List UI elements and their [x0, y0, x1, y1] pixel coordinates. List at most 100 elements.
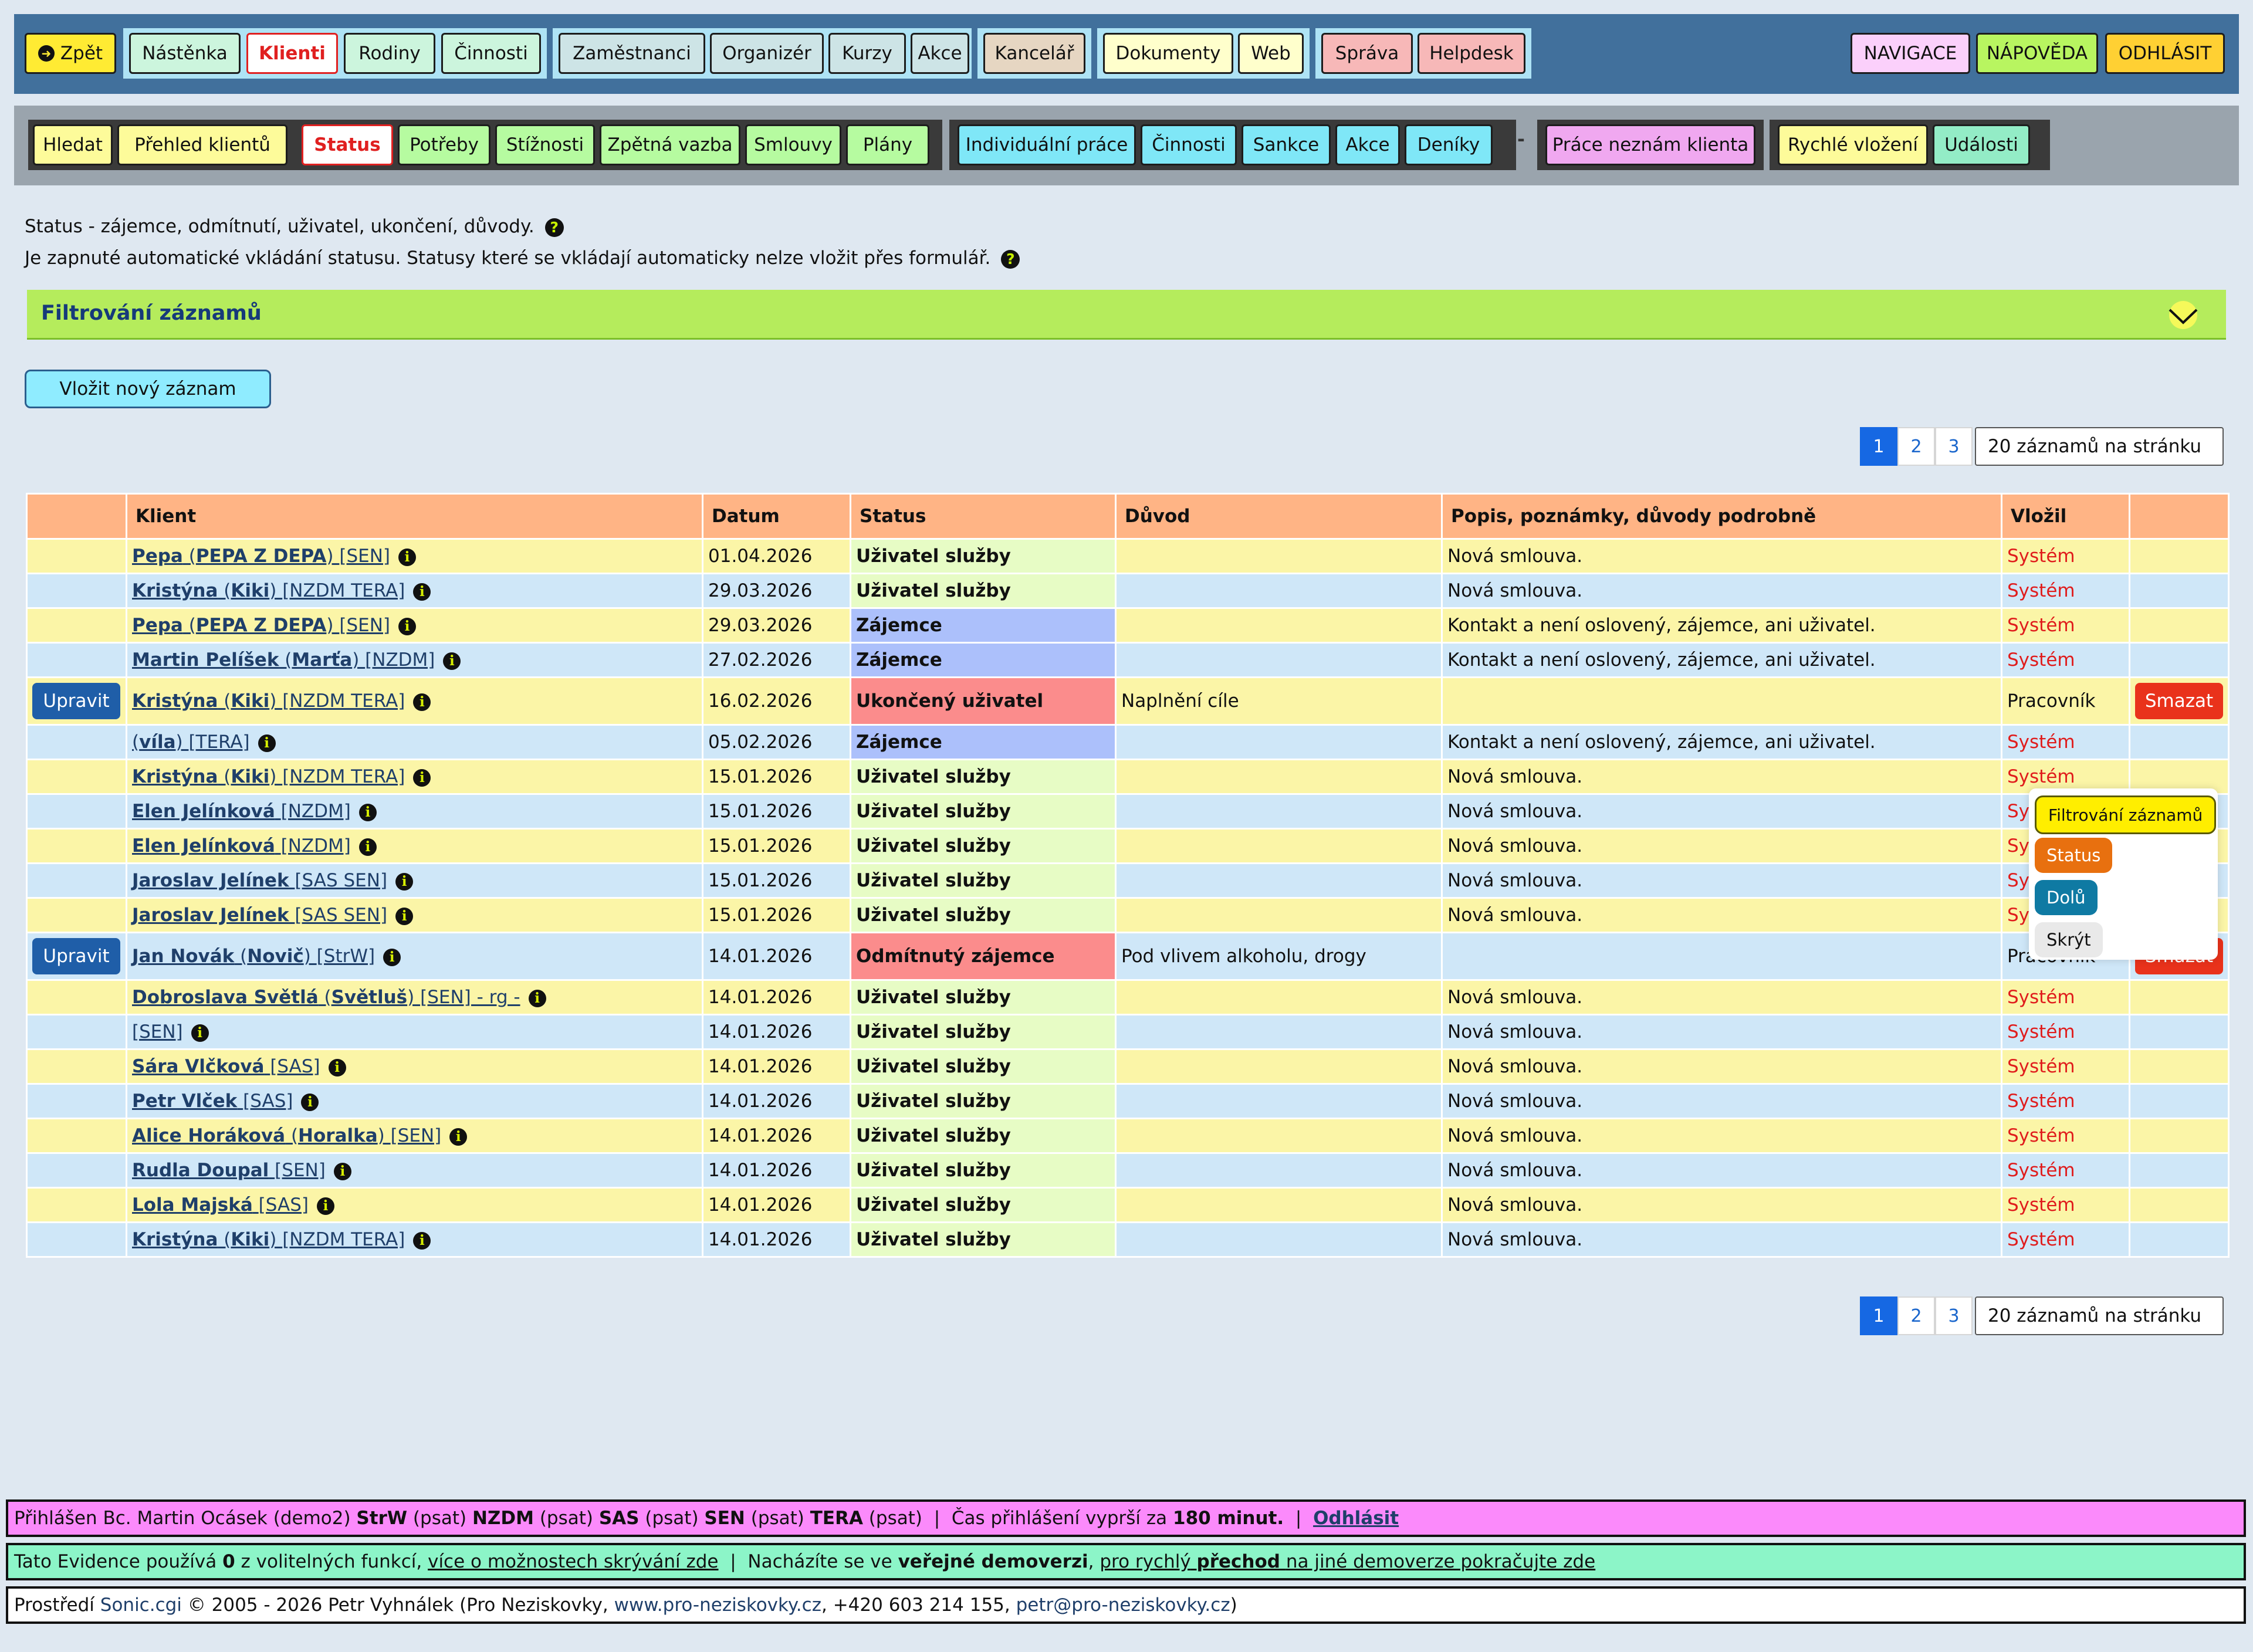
filter-panel-header[interactable]: Filtrování záznamů [27, 290, 2226, 340]
client-link[interactable]: Pepa (PEPA Z DEPA) [SEN] [132, 615, 391, 636]
nav-item-sprava[interactable]: Správa [1321, 33, 1413, 74]
info-icon[interactable]: i [301, 1093, 319, 1111]
nav-item-kurzy[interactable]: Kurzy [828, 33, 906, 74]
subnav-prace-neznam-klienta[interactable]: Práce neznám klienta [1545, 124, 1755, 165]
nav-item-klienti[interactable]: Klienti [246, 33, 338, 74]
client-link[interactable]: Dobroslava Světlá (Světluš) [SEN] - rg - [132, 987, 520, 1008]
info-icon[interactable]: i [413, 1231, 431, 1250]
nav-item-cinnosti[interactable]: Činnosti [441, 33, 541, 74]
per-page-select[interactable]: 20 záznamů na stránku [1975, 427, 2224, 466]
demo-switch-link[interactable]: pro rychlý přechod na jiné demoverze pok… [1100, 1551, 1596, 1572]
subnav-rychle-vlozeni[interactable]: Rychlé vložení [1778, 124, 1928, 165]
client-link[interactable]: (víla) [TERA] [132, 732, 250, 753]
nav-item-dokumenty[interactable]: Dokumenty [1103, 33, 1233, 74]
subnav-udalosti[interactable]: Události [1933, 124, 2030, 165]
col-klient[interactable]: Klient [126, 493, 703, 540]
client-link[interactable]: Lola Majská [SAS] [132, 1194, 309, 1216]
info-icon[interactable]: i [358, 838, 377, 856]
back-button[interactable]: ➜ Zpět [25, 33, 116, 74]
insert-new-record-button[interactable]: Vložit nový záznam [25, 370, 271, 408]
client-link[interactable]: Petr Vlček [SAS] [132, 1091, 293, 1112]
info-icon[interactable]: i [316, 1197, 334, 1215]
client-link[interactable]: Kristýna (Kiki) [NZDM TERA] [132, 580, 405, 601]
nav-item-akce[interactable]: Akce [911, 33, 969, 74]
info-icon[interactable]: i [328, 1058, 346, 1076]
nav-item-rodiny[interactable]: Rodiny [344, 33, 435, 74]
navigace-button[interactable]: NAVIGACE [1851, 33, 1970, 74]
client-link[interactable]: Jan Novák (Novič) [StrW] [132, 946, 376, 967]
nav-item-organizer[interactable]: Organizér [710, 33, 824, 74]
nav-item-helpdesk[interactable]: Helpdesk [1418, 33, 1525, 74]
client-link[interactable]: Pepa (PEPA Z DEPA) [SEN] [132, 546, 391, 567]
client-link[interactable]: Kristýna (Kiki) [NZDM TERA] [132, 690, 405, 712]
page-1-button[interactable]: 1 [1860, 427, 1897, 466]
per-page-select[interactable]: 20 záznamů na stránku [1975, 1296, 2224, 1335]
nav-item-zamestnanci[interactable]: Zaměstnanci [559, 33, 705, 74]
email-link[interactable]: petr@pro-neziskovky.cz [1016, 1595, 1230, 1616]
info-icon[interactable]: i [449, 1128, 468, 1146]
subnav-deniky[interactable]: Deníky [1405, 124, 1493, 165]
info-icon[interactable]: i [191, 1024, 209, 1042]
col-status[interactable]: Status [850, 493, 1117, 540]
client-link[interactable]: Alice Horáková (Horalka) [SEN] [132, 1125, 442, 1146]
logout-link[interactable]: Odhlásit [1313, 1508, 1399, 1529]
subnav-cinnosti[interactable]: Činnosti [1141, 124, 1237, 165]
page-1-button[interactable]: 1 [1860, 1296, 1897, 1335]
info-icon[interactable]: i [258, 734, 276, 752]
client-link[interactable]: Martin Pelíšek (Marťa) [NZDM] [132, 649, 435, 671]
subnav-zpetna-vazba[interactable]: Zpětná vazba [600, 124, 740, 165]
info-icon[interactable]: i [443, 652, 461, 670]
help-icon[interactable]: ? [544, 218, 564, 237]
client-link[interactable]: Kristýna (Kiki) [NZDM TERA] [132, 766, 405, 787]
info-icon[interactable]: i [413, 583, 431, 601]
info-icon[interactable]: i [383, 948, 401, 966]
client-link[interactable]: Elen Jelínková [NZDM] [132, 801, 351, 822]
col-vlozil[interactable]: Vložil [2001, 493, 2130, 540]
client-link[interactable]: Sára Vlčková [SAS] [132, 1056, 320, 1077]
client-link[interactable]: [SEN] [132, 1021, 183, 1042]
odhlasit-button[interactable]: ODHLÁSIT [2105, 33, 2225, 74]
subnav-potreby[interactable]: Potřeby [398, 124, 490, 165]
subnav-smlouvy[interactable]: Smlouvy [745, 124, 841, 165]
client-link[interactable]: Jaroslav Jelínek [SAS SEN] [132, 905, 388, 926]
subnav-hledat[interactable]: Hledat [33, 124, 113, 165]
client-link[interactable]: Jaroslav Jelínek [SAS SEN] [132, 870, 388, 891]
page-2-button[interactable]: 2 [1897, 427, 1935, 466]
float-filter-button[interactable]: Filtrování záznamů [2035, 795, 2217, 834]
col-duvod[interactable]: Důvod [1115, 493, 1443, 540]
float-hide-button[interactable]: Skrýt [2035, 922, 2103, 957]
float-status-button[interactable]: Status [2035, 838, 2113, 873]
nav-item-nastenka[interactable]: Nástěnka [129, 33, 241, 74]
hiding-options-link[interactable]: více o možnostech skrývání zde [428, 1551, 719, 1572]
float-down-button[interactable]: Dolů [2035, 880, 2098, 915]
delete-button[interactable]: Smazat [2135, 683, 2223, 719]
page-3-button[interactable]: 3 [1935, 1296, 1973, 1335]
subnav-individualni-prace[interactable]: Individuální práce [958, 124, 1136, 165]
info-icon[interactable]: i [398, 548, 417, 566]
info-icon[interactable]: i [413, 693, 431, 711]
client-link[interactable]: Kristýna (Kiki) [NZDM TERA] [132, 1229, 405, 1250]
subnav-sankce[interactable]: Sankce [1241, 124, 1331, 165]
help-icon[interactable]: ? [1001, 249, 1020, 269]
info-icon[interactable]: i [398, 617, 417, 635]
edit-button[interactable]: Upravit [32, 938, 120, 974]
page-2-button[interactable]: 2 [1897, 1296, 1935, 1335]
edit-button[interactable]: Upravit [32, 683, 120, 719]
page-3-button[interactable]: 3 [1935, 427, 1973, 466]
chevron-down-icon[interactable] [2164, 296, 2203, 334]
info-icon[interactable]: i [358, 803, 377, 821]
subnav-prehled-klientu[interactable]: Přehled klientů [117, 124, 287, 165]
sonic-link[interactable]: Sonic.cgi [100, 1595, 182, 1616]
info-icon[interactable]: i [395, 872, 414, 891]
info-icon[interactable]: i [528, 989, 546, 1007]
info-icon[interactable]: i [333, 1162, 351, 1180]
info-icon[interactable]: i [413, 769, 431, 787]
nav-item-kancelar[interactable]: Kancelář [983, 33, 1085, 74]
subnav-akce[interactable]: Akce [1335, 124, 1400, 165]
website-link[interactable]: www.pro-neziskovky.cz [614, 1595, 821, 1616]
col-popis[interactable]: Popis, poznámky, důvody podrobně [1441, 493, 2002, 540]
subnav-status[interactable]: Status [302, 124, 393, 165]
nav-item-web[interactable]: Web [1238, 33, 1304, 74]
col-datum[interactable]: Datum [702, 493, 851, 540]
subnav-stiznosti[interactable]: Stížnosti [495, 124, 595, 165]
